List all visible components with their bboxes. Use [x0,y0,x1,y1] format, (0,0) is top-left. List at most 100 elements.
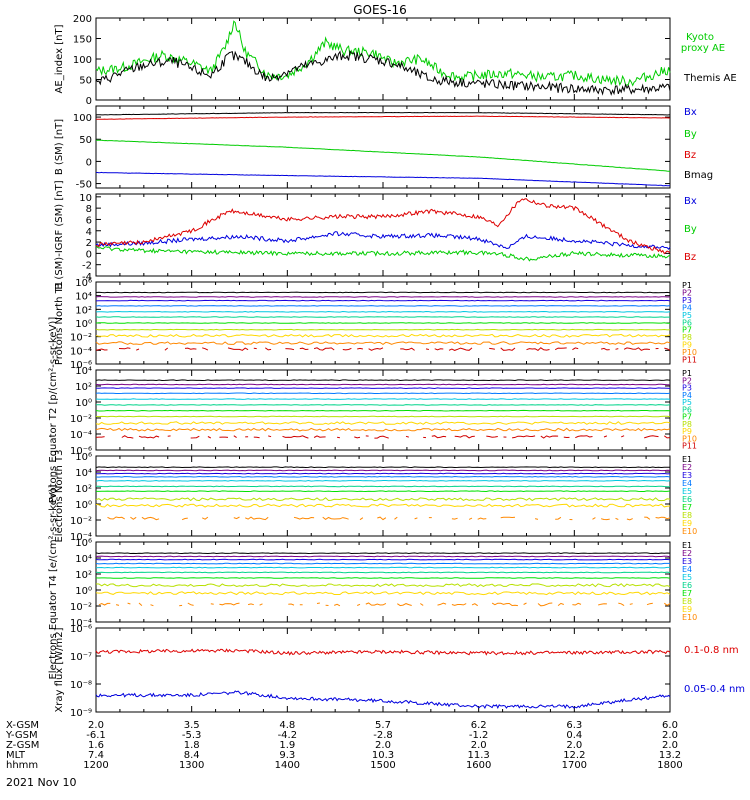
legend-bz: Bz [684,150,696,161]
y-axis-label: Electrons North T3 [54,449,65,542]
legend-p2: P2 [682,288,692,297]
legend-e2: E2 [682,463,692,472]
ephem-value: 1200 [83,760,108,771]
y-tick-label: 10⁻⁶ [70,360,92,371]
ephem-value: 8.4 [184,750,200,761]
y-tick-label: 10⁶ [75,538,92,549]
y-tick-label: 10⁻⁴ [70,346,92,357]
ephem-value: -5.3 [182,730,202,741]
ephem-value: -6.1 [86,730,106,741]
channel-p4 [95,392,671,395]
y-tick-label: 10⁶ [75,452,92,463]
ephem-label: Y-GSM [5,730,38,741]
y-tick-label: 8 [86,204,92,215]
ephem-value: 9.3 [279,750,295,761]
y-tick-label: 10⁻⁶ [70,624,92,635]
series-0-1-0-8-nm [95,648,671,656]
ephem-value: 1300 [179,760,204,771]
channel-p7 [95,409,671,412]
legend-e6: E6 [682,581,692,590]
legend-e10: E10 [682,613,697,622]
legend-p7: P7 [682,413,692,422]
date-label: 2021 Nov 10 [6,776,76,789]
channel-p6 [95,316,670,318]
series-kyoto-proxy-ae [95,20,671,87]
legend-p5: P5 [682,398,692,407]
legend-p10: P10 [682,348,697,357]
y-tick-label: 50 [79,135,92,146]
y-tick-label: 10² [75,305,92,316]
channel-p5 [95,310,671,313]
legend-p4: P4 [682,303,692,312]
ephem-value: 1.6 [88,740,104,751]
series-0-05-0-4-nm [95,690,671,710]
ephem-label: Z-GSM [6,740,39,751]
channel-e6 [95,571,671,574]
y-tick-label: 10⁻² [70,333,92,344]
y-tick-label: 150 [73,35,92,46]
y-tick-label: 10⁰ [75,586,92,597]
y-tick-label: -4 [82,272,92,283]
legend-p3: P3 [682,384,692,393]
y-tick-label: 0 [86,96,92,107]
ephemeris-table: X-GSMY-GSMZ-GSMMLThhmm2.0-6.11.67.412003… [5,720,683,771]
channel-e5 [95,479,671,482]
ephem-value: 6.3 [566,720,582,731]
channel-p8 [95,328,671,331]
y-axis-label: Electrons Equator T4 [e/(cm²-s-sr-keV)] [48,484,59,679]
legend-p2: P2 [682,376,692,385]
ephem-value: 1400 [275,760,300,771]
ephem-value: 1700 [562,760,587,771]
y-tick-label: 10² [75,484,92,495]
channel-p4 [95,305,671,307]
panel-2: B (SM) [nT] -50 0 50 100 Bx By Bz Bmag [54,105,713,191]
channel-e10 [107,516,671,521]
legend-e4: E4 [682,479,692,488]
channel-e4 [95,562,670,565]
legend-p6: P6 [682,405,692,414]
channel-p7 [95,322,670,324]
panel-7: Electrons Equator T4 [e/(cm²-s-sr-keV)] 1… [48,484,697,679]
series-bmag [95,111,671,116]
ephem-label: MLT [6,750,26,761]
channel-p3 [95,299,671,302]
ephem-value: 7.4 [88,750,104,761]
panel-5: Protons Equator T2 [p/(cm²-s-sr-keV)] 10⁴… [48,317,697,504]
ephem-label: hhmm [6,760,38,771]
legend-by: By [684,129,697,140]
channel-e1 [95,466,671,469]
y-tick-label: 10⁻² [70,414,92,425]
channel-e9 [95,591,671,596]
y-axis-label: Xray flux [W/m2] [54,627,65,712]
y-tick-label: 10⁰ [75,398,92,409]
legend-p5: P5 [682,311,692,320]
legend-e5: E5 [682,573,692,582]
ephem-value: -4.2 [278,730,298,741]
legend-p1: P1 [682,369,692,378]
ephem-value: -2.8 [373,730,393,741]
ephem-value: 12.2 [563,750,585,761]
ephem-value: 0.4 [566,730,582,741]
legend-e8: E8 [682,511,692,520]
channel-p11 [95,435,671,439]
panel-4: Protons North T1 10⁶ 10⁴ 10² 10⁰ 10⁻² 10⁻⁴ 10⁻⁶… [54,278,697,371]
y-tick-label: 10⁴ [75,554,92,565]
channel-p1 [95,379,671,382]
ephem-value: 2.0 [471,740,487,751]
legend-0-05-0-4nm: 0.05-0.4 nm [684,684,745,695]
legend-bx: Bx [684,196,697,207]
y-tick-label: 10⁴ [75,366,92,377]
ephem-value: 2.0 [88,720,104,731]
legend-0-1-0-8nm: 0.1-0.8 nm [684,645,739,656]
channel-e3 [96,472,671,475]
legend-bx: Bx [684,107,697,118]
ephem-value: 4.8 [279,720,295,731]
legend-e4: E4 [682,565,692,574]
legend-bz: Bz [684,252,696,263]
legend-p9: P9 [682,427,692,436]
channel-e5 [95,566,670,569]
legend-e10: E10 [682,527,697,536]
